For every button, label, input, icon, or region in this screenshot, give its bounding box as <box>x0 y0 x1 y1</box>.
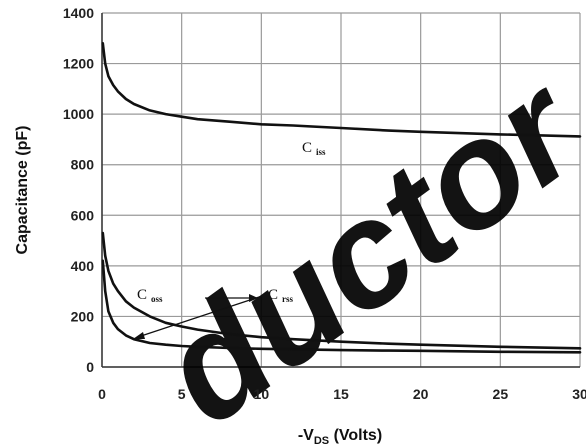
x-axis-label-main: -V <box>298 427 314 444</box>
series-line-crss <box>101 259 582 354</box>
y-axis-label: Capacitance (pF) <box>14 126 31 255</box>
tick-labels: 0 200 400 600 800 1000 1200 1400 0 5 10 15 20 25 30 <box>63 5 586 402</box>
y-tick-label: 600 <box>71 207 95 223</box>
series-line-ciss <box>101 42 582 138</box>
y-tick-label: 1000 <box>63 106 94 122</box>
series-line-coss <box>101 231 582 350</box>
x-tick-label: 10 <box>254 386 270 402</box>
y-tick-label: 0 <box>86 359 94 375</box>
x-tick-label: 25 <box>493 386 509 402</box>
y-tick-label: 800 <box>71 157 95 173</box>
y-tick-label: 400 <box>71 258 95 274</box>
coss-arrow-head <box>249 294 258 302</box>
y-tick-label: 200 <box>71 308 95 324</box>
x-tick-label: 30 <box>572 386 586 402</box>
x-tick-label: 0 <box>98 386 106 402</box>
y-tick-label: 1200 <box>63 56 94 72</box>
x-tick-label: 15 <box>333 386 349 402</box>
x-axis-label-sub: DS <box>314 435 329 446</box>
x-tick-label: 5 <box>178 386 186 402</box>
grid-lines <box>101 12 581 368</box>
series-lines <box>101 42 582 354</box>
watermark: ductor <box>130 41 586 446</box>
y-tick-label: 1400 <box>63 5 94 21</box>
crss-arrow-line <box>137 295 263 338</box>
crss-arrow-head <box>133 332 145 339</box>
x-axis-label: -VDS (Volts) <box>298 427 382 446</box>
x-tick-label: 20 <box>413 386 429 402</box>
x-axis-label-suffix: (Volts) <box>329 427 382 444</box>
watermark-layer: ductor <box>130 41 586 446</box>
